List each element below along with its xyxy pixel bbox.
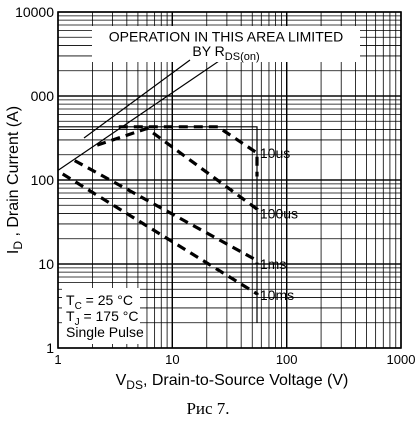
annotation-pointer: [83, 59, 191, 139]
y-tick-label: 100: [31, 172, 55, 188]
x-axis-label: VDS, Drain-to-Source Voltage (V): [116, 372, 349, 392]
x-tick-label: 1000: [387, 352, 416, 367]
series-labels: 10us 100us 1ms 10ms: [260, 145, 298, 303]
series-line-100us: [96, 126, 259, 214]
x-tick-label: 10: [165, 352, 179, 367]
x-tick-labels: 1 10 100 1000: [54, 352, 415, 367]
y-tick-label: 10000: [15, 4, 54, 20]
series-line-10us: [118, 125, 259, 177]
series-label-1ms: 1ms: [260, 256, 286, 272]
y-axis-label: ID , Drain Current (A): [5, 106, 25, 254]
series-label-10us: 10us: [260, 145, 290, 161]
series-line-10ms: [61, 172, 259, 296]
condition-line: Single Pulse: [66, 324, 144, 340]
condition-line: TC = 25 °C: [66, 292, 133, 312]
y-tick-label: 10: [38, 256, 54, 272]
y-tick-label: 1: [46, 340, 54, 356]
conditions-box: [62, 288, 140, 344]
grid-lines: [57, 11, 402, 349]
x-tick-label: 1: [54, 352, 61, 367]
annotation-box: [92, 26, 360, 62]
figure-caption: Рис 7.: [186, 399, 229, 418]
y-tick-labels: 1 10 100 000 10000: [15, 4, 54, 356]
series-line-1ms: [73, 159, 259, 264]
series-label-100us: 100us: [260, 205, 298, 221]
annotation-line-1: OPERATION IN THIS AREA LIMITED: [109, 29, 343, 45]
x-tick-label: 100: [276, 352, 298, 367]
condition-line: TJ = 175 °C: [66, 308, 138, 328]
series-lines: [61, 125, 259, 296]
plot-frame: [57, 11, 402, 349]
y-tick-label: 000: [31, 88, 55, 104]
annotation-line-2: BY RDS(on): [192, 43, 259, 63]
series-label-10ms: 10ms: [260, 287, 294, 303]
